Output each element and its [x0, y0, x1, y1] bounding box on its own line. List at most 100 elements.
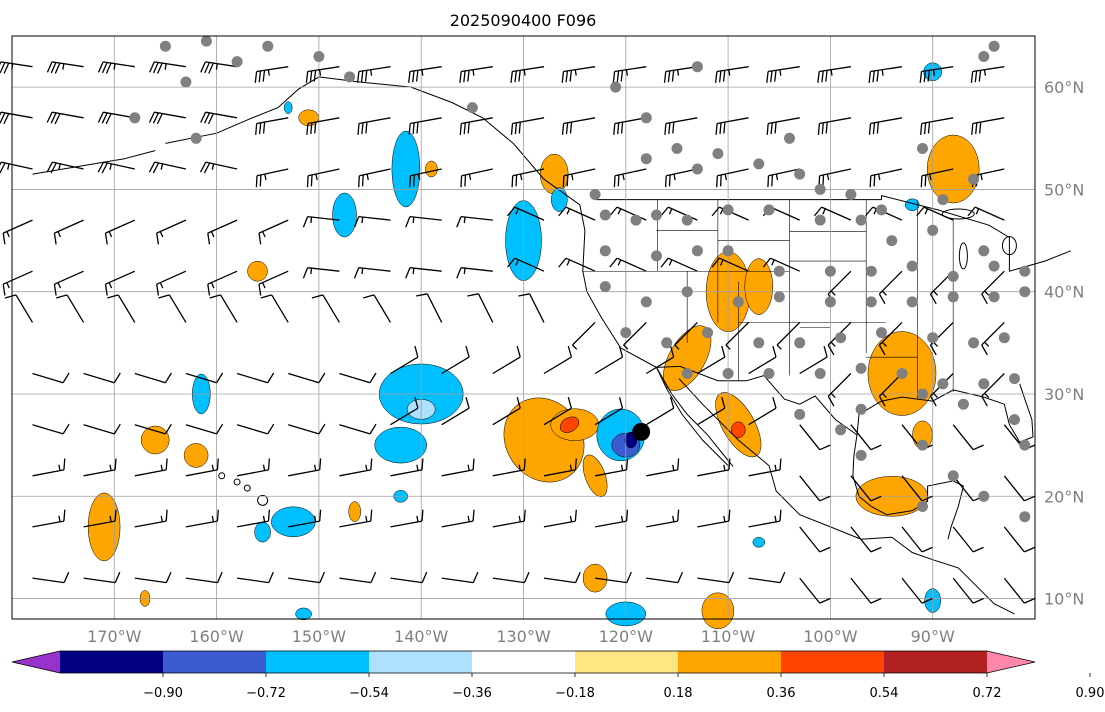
barb-flag — [767, 175, 770, 188]
anomaly-patch — [332, 192, 357, 238]
barb-staff — [514, 257, 545, 272]
wind-barb — [776, 321, 801, 350]
barb-staff — [461, 168, 493, 177]
wind-barb — [148, 111, 187, 125]
barb-flag — [104, 233, 108, 245]
wind-barb — [46, 61, 84, 74]
barb-flag — [416, 122, 419, 134]
anomaly-patch — [701, 592, 735, 630]
station-marker — [466, 102, 478, 114]
station-marker — [753, 158, 765, 170]
station-marker — [651, 209, 662, 221]
wind-barb — [645, 397, 675, 426]
barb-flag — [63, 509, 66, 522]
barb-staff — [461, 66, 493, 73]
wind-barb — [185, 423, 224, 435]
barb-half-flag — [467, 464, 470, 471]
barb-staff — [441, 469, 474, 477]
barb-flag — [711, 206, 720, 217]
barb-staff — [719, 257, 749, 272]
barb-flag — [779, 509, 782, 522]
barb-staff — [646, 577, 678, 584]
wind-barb — [594, 458, 629, 477]
wind-barb — [236, 423, 275, 435]
barb-half-flag — [412, 268, 415, 275]
barb-staff — [512, 66, 545, 73]
barb-half-flag — [623, 344, 629, 350]
wind-barb — [107, 294, 136, 323]
barb-flag — [721, 345, 726, 358]
barb-half-flag — [159, 231, 164, 238]
colorbar-segment — [266, 651, 370, 673]
barb-flag — [728, 458, 731, 470]
barb-flag — [819, 495, 831, 502]
barb-staff — [32, 520, 65, 528]
barb-flag — [4, 294, 17, 299]
barb-flag — [0, 62, 6, 74]
barb-staff — [32, 469, 65, 477]
barb-flag — [0, 61, 2, 66]
wind-barb — [697, 345, 726, 375]
barb-flag — [613, 175, 616, 188]
station-marker — [824, 265, 836, 277]
barb-flag — [46, 111, 53, 123]
barb-staff — [0, 61, 33, 68]
barb-staff — [512, 117, 545, 125]
wind-barb — [1003, 475, 1036, 502]
barb-half-flag — [313, 515, 317, 522]
barb-staff — [441, 577, 474, 584]
barb-flag — [370, 509, 373, 522]
wind-barb — [255, 168, 289, 188]
barb-flag — [46, 161, 53, 173]
wind-barb — [460, 168, 493, 188]
wind-barb — [158, 294, 187, 323]
barb-flag — [923, 122, 927, 135]
station-marker — [129, 112, 141, 124]
island-outline — [233, 478, 241, 486]
barb-flag — [819, 444, 831, 451]
barb-flag — [2, 284, 6, 296]
station-marker — [835, 424, 847, 436]
barb-flag — [50, 62, 57, 74]
barb-half-flag — [569, 464, 573, 471]
wind-barb — [748, 458, 782, 477]
wind-barb — [1003, 526, 1036, 553]
station-marker — [681, 368, 693, 379]
barb-flag — [771, 174, 774, 187]
barb-half-flag — [6, 231, 10, 238]
barb-half-flag — [262, 282, 266, 289]
station-marker — [906, 296, 918, 308]
station-marker — [610, 81, 622, 93]
barb-half-flag — [881, 341, 887, 347]
barb-flag — [873, 174, 876, 187]
wind-barb — [766, 117, 800, 135]
station-marker — [978, 245, 990, 257]
barb-flag — [819, 546, 831, 553]
barb-half-flag — [417, 173, 421, 181]
barb-flag — [414, 397, 419, 409]
barb-flag — [255, 123, 258, 135]
wind-barb — [543, 571, 581, 584]
barb-flag — [412, 70, 415, 83]
barb-half-flag — [318, 69, 322, 76]
barb-staff — [156, 270, 187, 285]
barb-staff — [83, 469, 116, 477]
station-marker — [640, 153, 652, 165]
barb-staff — [850, 526, 872, 553]
barb-flag — [207, 233, 211, 245]
coastline-segment — [656, 367, 729, 466]
wind-barb — [83, 571, 121, 584]
barb-staff — [697, 520, 730, 528]
barb-half-flag — [159, 282, 164, 289]
colorbar-segment — [575, 651, 679, 673]
station-marker — [917, 439, 928, 451]
barb-half-flag — [57, 282, 62, 289]
longitude-labels: 170°W 160°W 150°W 140°W 130°W 120°W 110°W 100°W… — [87, 627, 955, 646]
barb-staff — [477, 293, 494, 323]
barb-flag — [463, 70, 466, 83]
barb-half-flag — [109, 515, 112, 522]
barb-half-flag — [984, 290, 990, 296]
barb-staff — [697, 469, 730, 477]
barb-half-flag — [830, 69, 833, 76]
barb-half-flag — [262, 231, 266, 238]
